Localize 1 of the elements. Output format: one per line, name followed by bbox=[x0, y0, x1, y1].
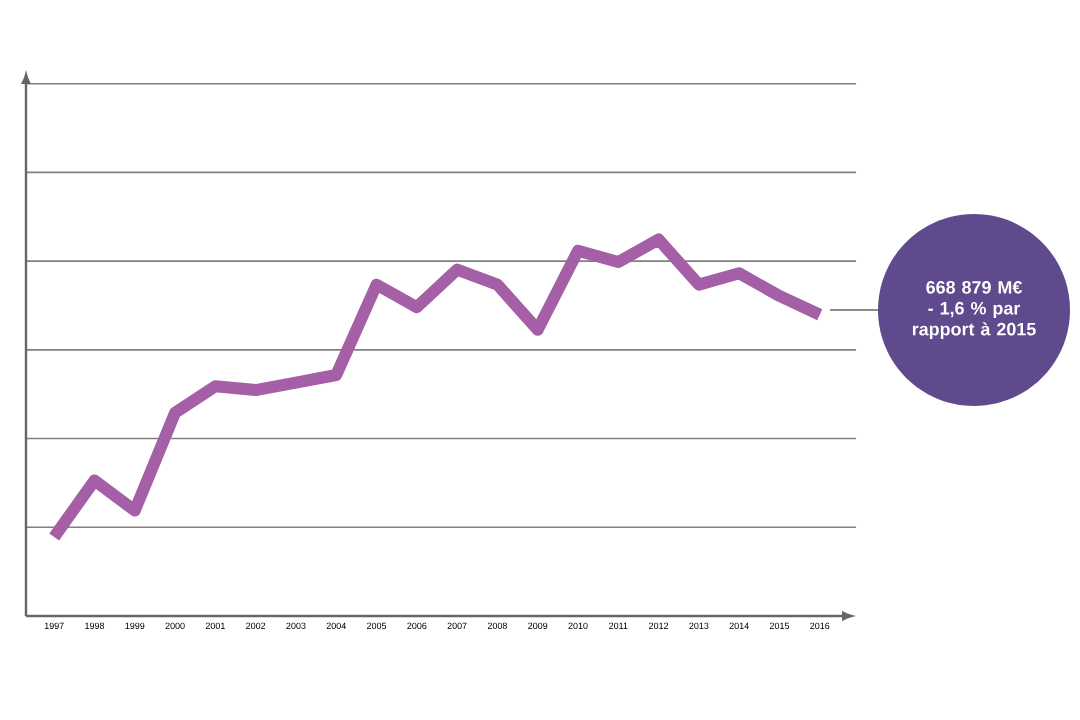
text: 668 879 M€ - 1,6 % par rapport à 2015 bbox=[912, 280, 1036, 340]
